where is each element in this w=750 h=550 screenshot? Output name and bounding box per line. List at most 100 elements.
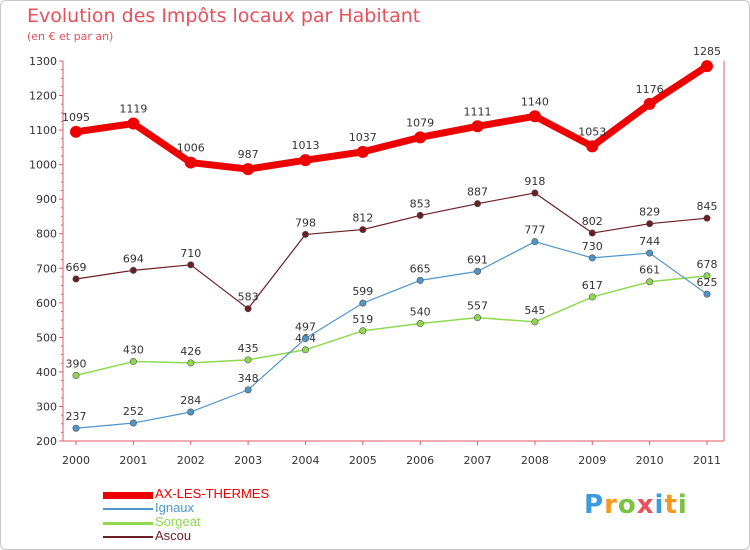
data-label: 1119 <box>119 103 147 116</box>
data-point <box>129 266 137 274</box>
data-label: 1013 <box>291 139 319 152</box>
y-tick-label: 700 <box>36 262 57 275</box>
data-point <box>359 327 367 335</box>
data-point <box>299 154 312 167</box>
brand-letter: P <box>584 490 605 520</box>
data-label: 430 <box>123 344 144 357</box>
data-label: 812 <box>352 212 373 225</box>
legend-swatch <box>103 536 153 538</box>
data-point <box>531 189 539 197</box>
data-label: 540 <box>410 306 431 319</box>
data-point <box>643 97 656 110</box>
data-point <box>474 200 482 208</box>
brand-letter: i <box>654 490 665 520</box>
data-label: 665 <box>410 262 431 275</box>
data-label: 252 <box>123 405 144 418</box>
data-point <box>703 272 711 280</box>
data-label: 887 <box>467 186 488 199</box>
y-ticks: 200 300 400 500 600 700 800 900 1000 1100 1200 1300 <box>29 55 63 448</box>
data-label: 802 <box>582 215 603 228</box>
legend-swatch <box>103 521 153 525</box>
data-point <box>474 267 482 275</box>
data-point <box>531 318 539 326</box>
series-ignaux: 237 252 284 348 497 599 665 691 777 730 744 625 <box>66 224 718 432</box>
data-point <box>187 261 195 269</box>
legend-label: AX-LES-THERMES <box>155 486 270 501</box>
data-label: 918 <box>524 175 545 188</box>
data-point <box>701 60 713 73</box>
data-label: 777 <box>524 224 545 237</box>
data-label: 669 <box>66 261 87 274</box>
y-tick-label: 800 <box>36 228 57 241</box>
x-tick-label: 2004 <box>291 454 319 467</box>
x-tick-label: 2006 <box>406 454 434 467</box>
data-point <box>242 163 255 176</box>
x-tick-label: 2001 <box>119 454 147 467</box>
data-point <box>72 424 80 432</box>
series-ascou: 669 694 710 583 798 812 853 887 918 802 829 845 <box>66 175 718 313</box>
data-label: 617 <box>582 279 603 292</box>
chart-subtitle: (en € et par an) <box>27 30 114 43</box>
series-line <box>75 192 708 310</box>
data-label: 435 <box>238 342 259 355</box>
legend-label: Ascou <box>155 528 192 543</box>
data-label: 829 <box>639 206 660 219</box>
y-tick-label: 500 <box>36 331 57 344</box>
data-label: 661 <box>639 264 660 277</box>
data-label: 694 <box>123 252 144 265</box>
data-point <box>70 125 82 138</box>
data-label: 691 <box>467 253 488 266</box>
x-tick-label: 2003 <box>234 454 262 467</box>
data-point <box>72 371 80 379</box>
legend-label: Sorgeat <box>155 514 201 529</box>
y-tick-label: 1100 <box>29 124 57 137</box>
data-point <box>129 358 137 366</box>
y-tick-label: 600 <box>36 297 57 310</box>
data-label: 599 <box>352 285 373 298</box>
data-label: 625 <box>697 276 718 289</box>
data-label: 1006 <box>177 142 205 155</box>
data-label: 1095 <box>62 111 90 124</box>
data-point <box>359 226 367 234</box>
series-ax-les-thermes: 1095 1119 1006 987 1013 1037 1079 1111 1140 1053 1… <box>62 45 721 176</box>
x-tick-label: 2008 <box>521 454 549 467</box>
legend-label: Ignaux <box>155 500 195 515</box>
legend-swatch <box>103 508 153 510</box>
data-point <box>528 110 541 123</box>
data-label: 348 <box>238 372 259 385</box>
legend-swatch <box>103 491 153 499</box>
data-point <box>588 254 596 262</box>
data-point <box>244 386 252 394</box>
data-point <box>646 249 654 257</box>
brand-letter: r <box>604 490 618 520</box>
brand-logo: Proxiti <box>584 490 688 520</box>
data-label: 497 <box>295 320 316 333</box>
chart-title: Evolution des Impôts locaux par Habitant <box>27 5 421 27</box>
data-point <box>646 220 654 228</box>
data-label: 678 <box>697 258 718 271</box>
data-label: 987 <box>238 148 259 161</box>
series-line <box>75 275 708 377</box>
data-point <box>72 275 80 283</box>
data-label: 1140 <box>521 95 549 108</box>
data-point <box>646 278 654 286</box>
data-label: 1053 <box>578 125 606 138</box>
data-point <box>301 230 309 238</box>
series-line <box>75 63 709 173</box>
data-point <box>244 356 252 364</box>
data-label: 1079 <box>406 116 434 129</box>
data-label: 798 <box>295 216 316 229</box>
brand-letter: x <box>636 490 655 520</box>
y-tick-label: 200 <box>36 435 57 448</box>
data-point <box>474 314 482 322</box>
brand-letter: t <box>664 490 678 520</box>
x-tick-label: 2005 <box>349 454 377 467</box>
data-point <box>359 299 367 307</box>
data-point <box>356 145 369 158</box>
data-label: 1111 <box>464 105 492 118</box>
data-label: 557 <box>467 300 488 313</box>
series-sorgeat: 390430426435464519540557545617661678 <box>66 258 718 379</box>
x-tick-label: 2007 <box>464 454 492 467</box>
data-label: 284 <box>180 394 201 407</box>
data-point <box>531 238 539 246</box>
